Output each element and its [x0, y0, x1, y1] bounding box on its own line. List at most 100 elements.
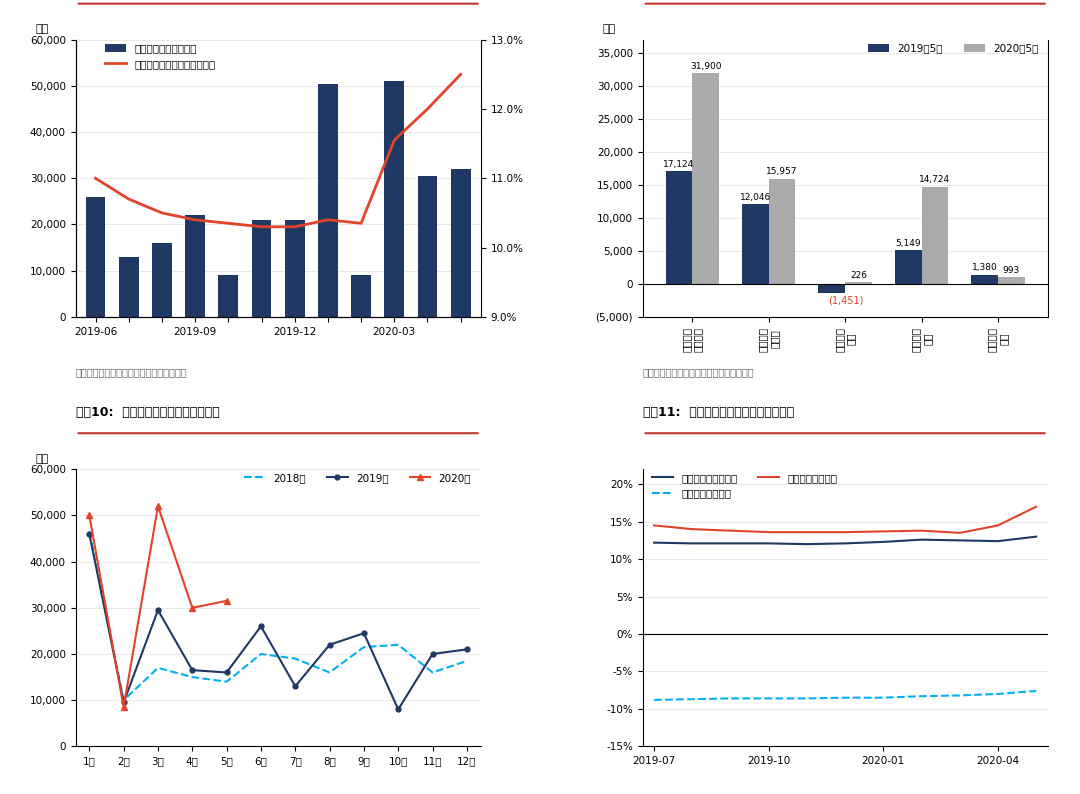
本外币贷款同比增速: [877, 537, 890, 546]
Bar: [85, 197, 106, 317]
表外融资同比增速: [724, 694, 737, 703]
Bar: [318, 83, 338, 317]
表外融资同比增速: [991, 689, 1004, 699]
Text: 993: 993: [1002, 266, 1020, 275]
直接融资同比增速: [838, 527, 851, 537]
Text: 5,149: 5,149: [895, 238, 921, 248]
2018年: [220, 677, 233, 687]
本外币贷款同比增速: [838, 538, 851, 548]
本外币贷款同比增速: [686, 538, 699, 548]
2020年: [83, 511, 96, 520]
2019年: [117, 698, 130, 707]
直接融资同比增速: [954, 528, 967, 538]
Bar: [769, 179, 796, 283]
2019年: [460, 645, 473, 654]
2020年: [151, 502, 164, 511]
Line: 2018年: 2018年: [90, 532, 467, 700]
本外币贷款同比增速: [954, 536, 967, 545]
直接融资同比增速: [686, 524, 699, 534]
Bar: [819, 283, 845, 294]
表外融资同比增速: [648, 696, 661, 705]
直接融资同比增速: [915, 526, 928, 535]
2018年: [83, 527, 96, 537]
2018年: [255, 649, 268, 659]
Bar: [119, 256, 138, 317]
直接融资同比增速: [1029, 502, 1042, 511]
表外融资同比增速: [877, 693, 890, 703]
Legend: 本外币贷款同比增速, 表外融资同比增速, 直接融资同比增速: 本外币贷款同比增速, 表外融资同比增速, 直接融资同比增速: [648, 469, 841, 503]
Line: 2019年: 2019年: [86, 531, 470, 712]
直接融资同比增速: [648, 521, 661, 530]
Bar: [252, 220, 271, 317]
Bar: [185, 215, 205, 317]
2018年: [151, 663, 164, 673]
Text: 图表10:  各年度当月新增社会融资规模: 图表10: 各年度当月新增社会融资规模: [76, 407, 219, 419]
直接融资同比增速: [800, 527, 813, 537]
Bar: [692, 73, 719, 283]
Line: 2020年: 2020年: [86, 503, 229, 710]
表外融资同比增速: [954, 691, 967, 700]
2020年: [117, 703, 130, 712]
2019年: [357, 628, 370, 638]
2018年: [392, 640, 405, 649]
Bar: [742, 204, 769, 283]
Text: 1,380: 1,380: [972, 264, 998, 272]
Text: 亿元: 亿元: [603, 24, 616, 34]
Bar: [971, 275, 998, 283]
Text: 图表11:  贷款、表外、直接融资同比增速: 图表11: 贷款、表外、直接融资同比增速: [643, 407, 794, 419]
Bar: [285, 220, 305, 317]
Bar: [152, 243, 172, 317]
Text: 亿元: 亿元: [36, 24, 49, 34]
表外融资同比增速: [1029, 686, 1042, 696]
2018年: [186, 673, 199, 682]
Line: 表外融资同比增速: 表外融资同比增速: [654, 691, 1036, 700]
Text: 31,900: 31,900: [690, 62, 721, 71]
2019年: [427, 649, 440, 659]
Legend: 社会融资规模当月新增, 社会融资规模余额增速（右）: 社会融资规模当月新增, 社会融资规模余额增速（右）: [102, 40, 220, 73]
Text: 226: 226: [850, 271, 867, 280]
2018年: [427, 668, 440, 677]
Text: 14,724: 14,724: [919, 175, 950, 184]
直接融资同比增速: [991, 521, 1004, 530]
2019年: [288, 681, 301, 691]
2019年: [83, 529, 96, 538]
Text: 资料来源：中国人民银行，华泰证券研究所: 资料来源：中国人民银行，华泰证券研究所: [643, 367, 754, 376]
Text: 12,046: 12,046: [740, 193, 771, 202]
直接融资同比增速: [724, 526, 737, 535]
2020年: [186, 603, 199, 612]
本外币贷款同比增速: [800, 539, 813, 549]
直接融资同比增速: [762, 527, 775, 537]
Bar: [418, 176, 437, 317]
Line: 直接融资同比增速: 直接融资同比增速: [654, 507, 1036, 533]
Bar: [998, 277, 1025, 283]
Bar: [921, 187, 948, 283]
Text: 亿元: 亿元: [36, 453, 49, 464]
2019年: [255, 622, 268, 631]
2019年: [392, 704, 405, 714]
本外币贷款同比增速: [915, 535, 928, 545]
Line: 本外币贷款同比增速: 本外币贷款同比增速: [654, 537, 1036, 544]
2018年: [117, 696, 130, 705]
2019年: [151, 605, 164, 615]
直接融资同比增速: [877, 526, 890, 536]
Bar: [218, 276, 239, 317]
Bar: [384, 81, 404, 317]
2018年: [288, 653, 301, 663]
Legend: 2019年5月, 2020年5月: 2019年5月, 2020年5月: [864, 40, 1042, 58]
表外融资同比增速: [762, 694, 775, 703]
本外币贷款同比增速: [1029, 532, 1042, 542]
2019年: [220, 668, 233, 677]
Bar: [351, 276, 372, 317]
本外币贷款同比增速: [724, 538, 737, 548]
Bar: [894, 250, 921, 283]
2018年: [323, 668, 336, 677]
Legend: 2018年, 2019年, 2020年: 2018年, 2019年, 2020年: [240, 469, 475, 488]
表外融资同比增速: [838, 693, 851, 703]
表外融资同比增速: [915, 692, 928, 701]
2018年: [460, 656, 473, 665]
表外融资同比增速: [800, 694, 813, 703]
2018年: [357, 642, 370, 652]
本外币贷款同比增速: [648, 538, 661, 547]
2019年: [186, 665, 199, 675]
2019年: [323, 640, 336, 649]
